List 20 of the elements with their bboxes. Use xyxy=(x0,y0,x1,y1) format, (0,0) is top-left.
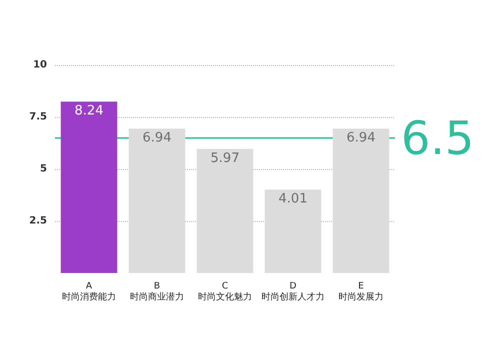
bar xyxy=(60,102,118,273)
data-label: 5.97 xyxy=(210,150,240,166)
data-label: 6.94 xyxy=(142,130,172,146)
ref-line-label: 6.5 xyxy=(401,110,474,165)
x-tick-label: B 时尚商业潜力 xyxy=(130,282,184,302)
y-tick-label: 7.5 xyxy=(29,112,48,122)
bar xyxy=(332,128,390,273)
bar xyxy=(128,128,186,273)
data-label: 4.01 xyxy=(278,192,308,207)
x-tick-label: E 时尚发展力 xyxy=(338,282,384,302)
y-tick-label: 5 xyxy=(40,164,48,174)
bar xyxy=(264,190,322,273)
x-tick-label: C 时尚文化魅力 xyxy=(198,282,252,302)
y-tick-label: 10 xyxy=(33,60,48,70)
data-label: 8.24 xyxy=(74,104,104,119)
x-tick-label: D 时尚创新人才力 xyxy=(262,282,324,302)
x-tick-label: A 时尚消费能力 xyxy=(62,282,116,302)
data-label: 6.94 xyxy=(346,130,376,146)
y-tick-label: 2.5 xyxy=(29,216,48,226)
bar xyxy=(196,148,254,273)
